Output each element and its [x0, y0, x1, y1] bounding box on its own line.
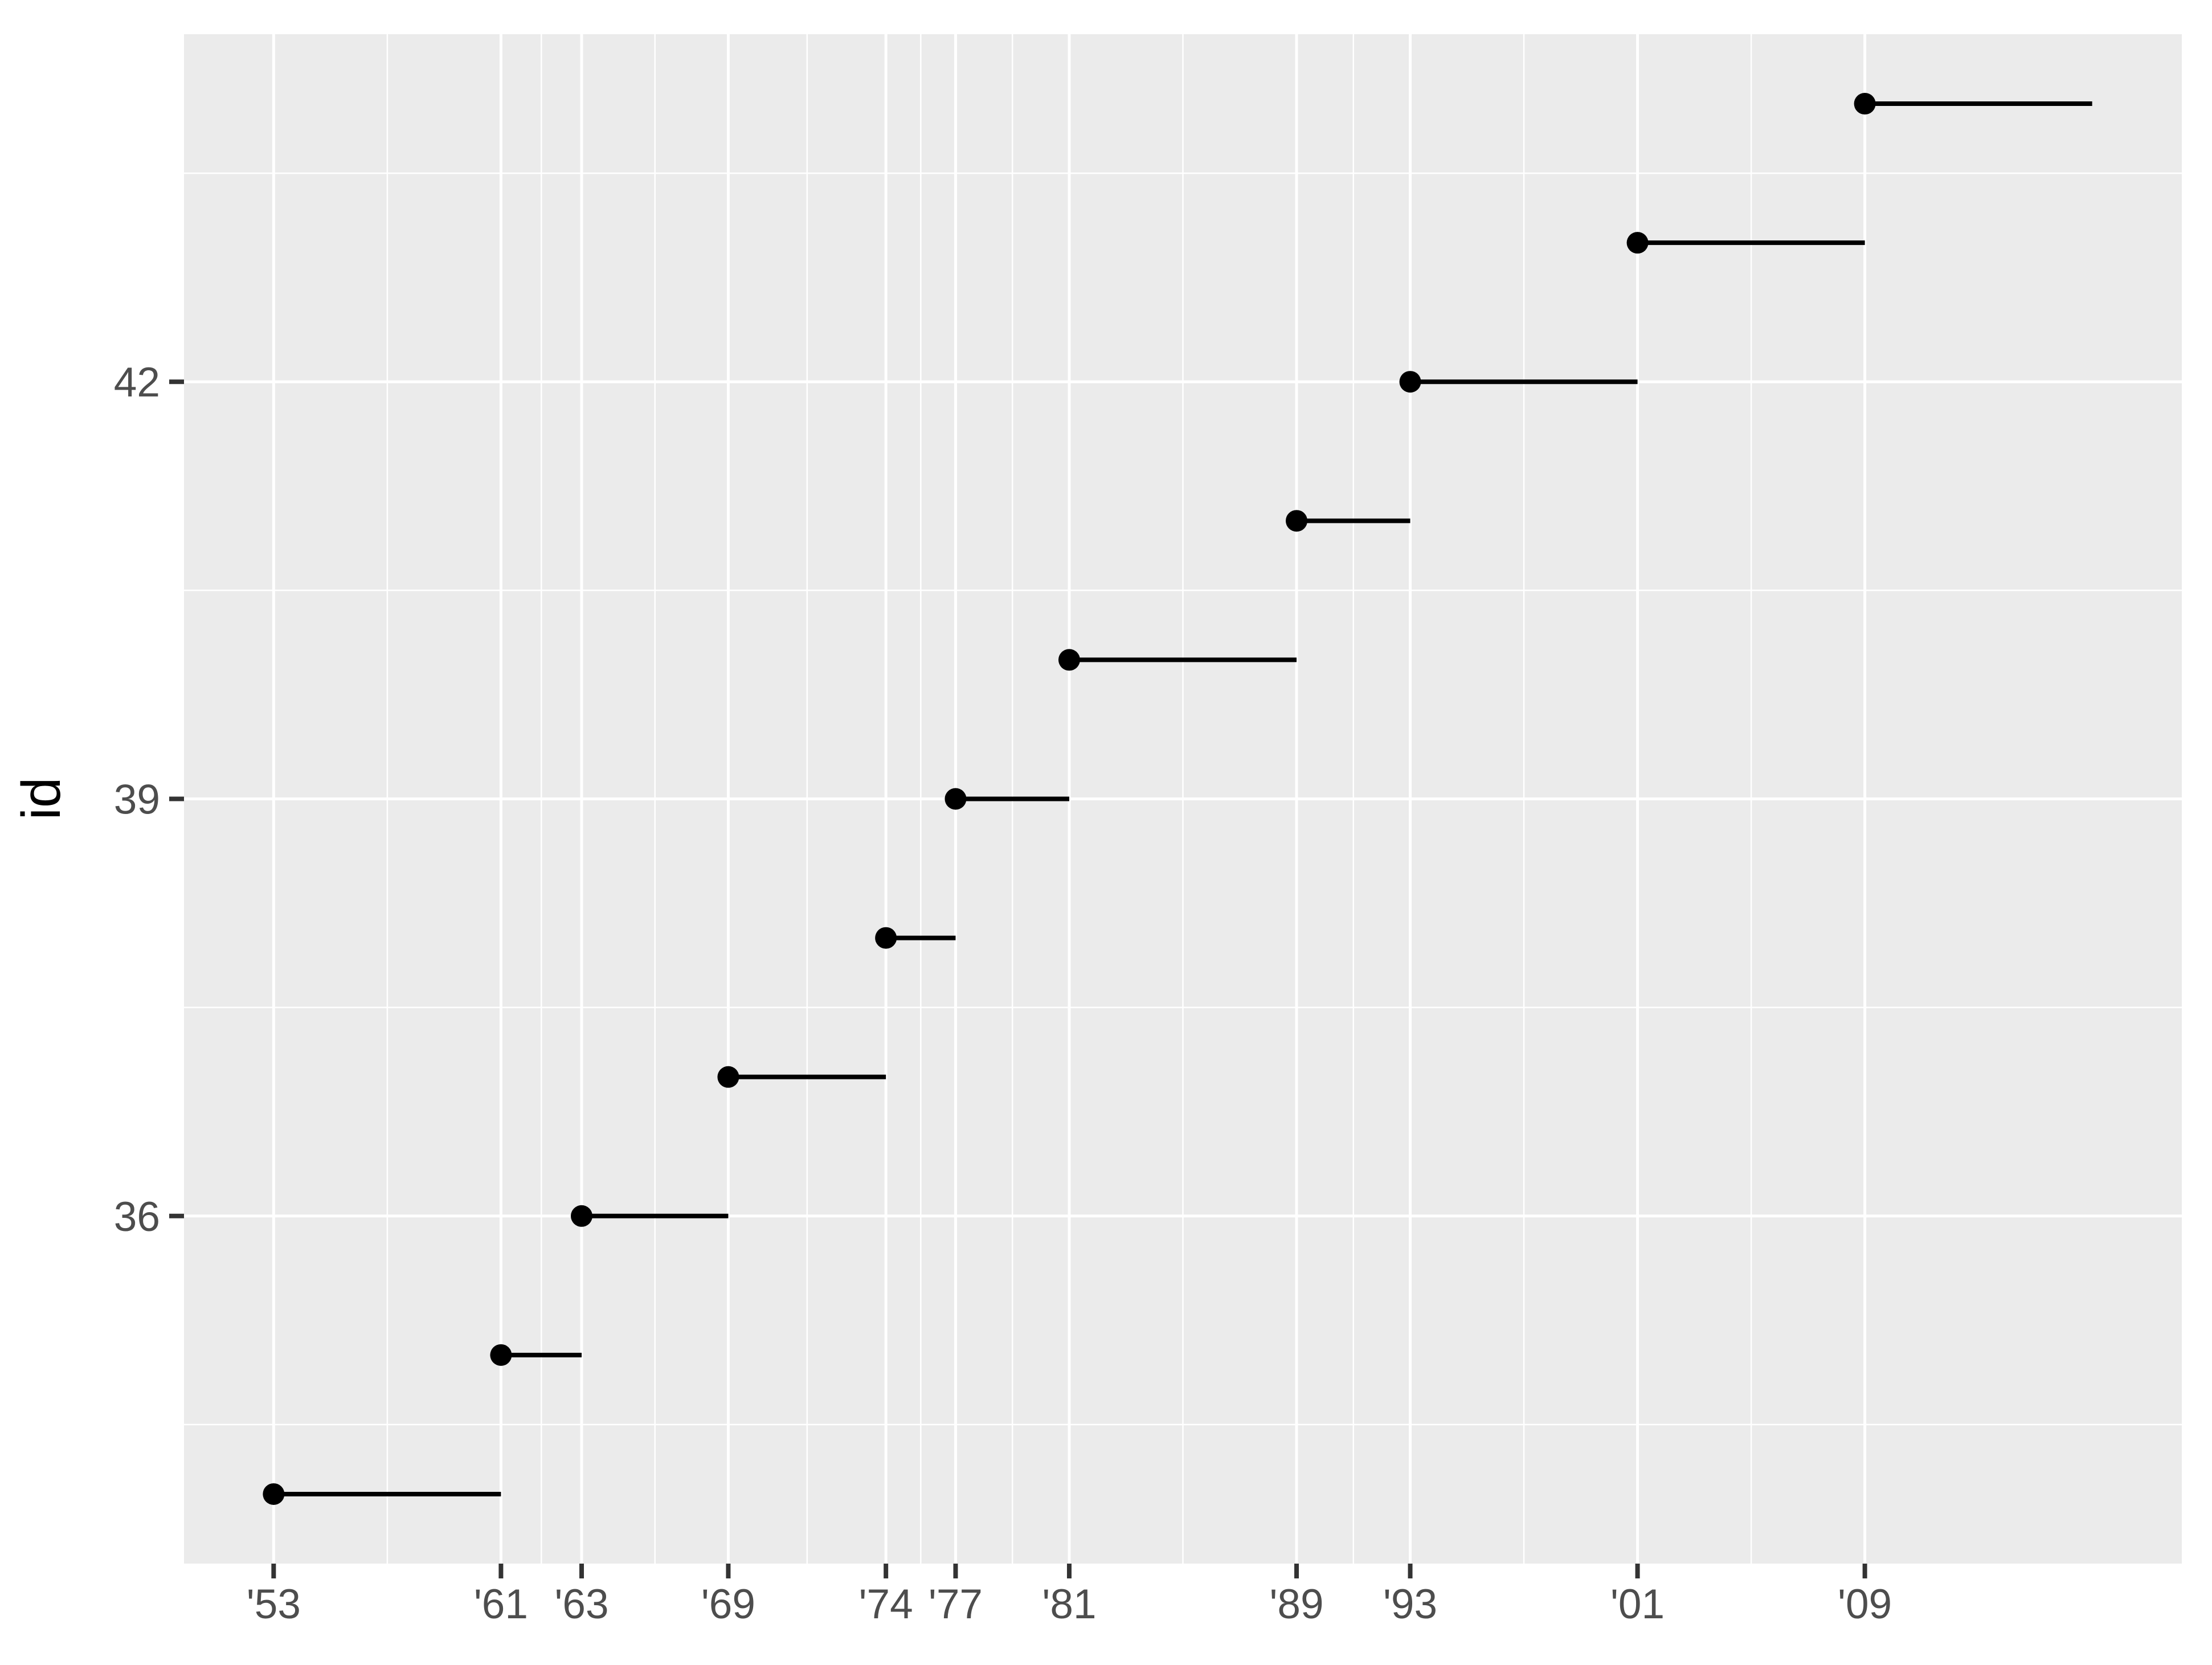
x-tick-label: '77 [929, 1581, 983, 1627]
x-tick-label: '93 [1383, 1581, 1437, 1627]
x-tick-label: '63 [554, 1581, 608, 1627]
x-tick-label: '89 [1269, 1581, 1323, 1627]
x-tick-label: '09 [1838, 1581, 1892, 1627]
term-start-point [1399, 371, 1421, 393]
term-start-point [1286, 510, 1308, 532]
term-start-point [717, 1066, 739, 1088]
y-tick-label: 42 [114, 359, 160, 406]
y-tick-label: 39 [114, 777, 160, 823]
term-start-point [945, 788, 967, 810]
term-start-point [1854, 93, 1876, 115]
x-tick-label: '81 [1042, 1581, 1096, 1627]
term-start-point [1626, 232, 1649, 254]
axes: '53 '61 '63 '69 '74 '77 '81 '89 '93 '01 '09 36 39 42 [114, 359, 1892, 1627]
y-axis-title: id [11, 778, 72, 820]
x-tick-label: '53 [247, 1581, 301, 1627]
major-gridlines [184, 34, 2182, 1564]
x-tick-label: '01 [1610, 1581, 1665, 1627]
x-tick-label: '61 [474, 1581, 528, 1627]
x-tick-label: '69 [701, 1581, 755, 1627]
term-start-point [263, 1483, 285, 1505]
data-series [263, 93, 2092, 1505]
term-start-point [875, 927, 897, 949]
x-tick-label: '74 [859, 1581, 913, 1627]
term-start-point [571, 1205, 593, 1227]
term-start-point [490, 1344, 512, 1366]
term-start-point [1058, 649, 1080, 671]
y-tick-label: 36 [114, 1194, 160, 1240]
